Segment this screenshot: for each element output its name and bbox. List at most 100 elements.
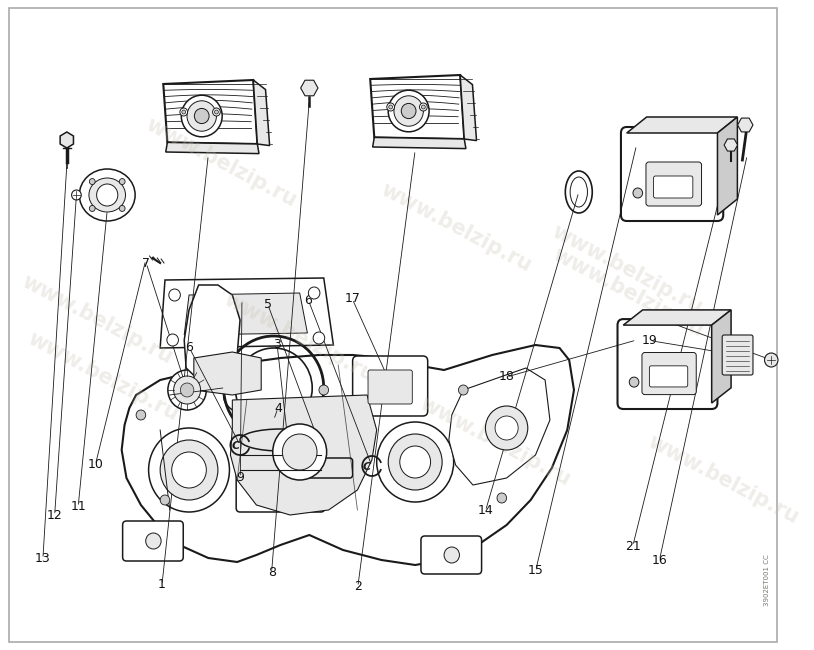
FancyBboxPatch shape [123, 521, 183, 561]
Circle shape [120, 179, 125, 185]
Polygon shape [230, 395, 377, 515]
Text: 18: 18 [499, 370, 514, 383]
Circle shape [282, 434, 317, 470]
FancyBboxPatch shape [650, 366, 688, 387]
Text: www.belzip.ru: www.belzip.ru [416, 394, 574, 490]
Ellipse shape [79, 169, 135, 221]
Circle shape [497, 493, 506, 503]
Circle shape [182, 110, 186, 114]
FancyBboxPatch shape [618, 319, 717, 409]
Circle shape [495, 416, 519, 440]
Ellipse shape [240, 429, 321, 451]
Circle shape [168, 289, 181, 301]
Text: 2: 2 [354, 580, 361, 593]
Circle shape [629, 377, 639, 387]
Text: www.belzip.ru: www.belzip.ru [377, 179, 535, 276]
Circle shape [377, 422, 453, 502]
Text: 14: 14 [478, 504, 493, 517]
Polygon shape [627, 117, 737, 133]
Ellipse shape [401, 103, 416, 118]
Text: www.belzip.ru: www.belzip.ru [645, 432, 802, 528]
Text: 3902ET001 CC: 3902ET001 CC [764, 554, 770, 606]
Circle shape [313, 332, 325, 344]
FancyBboxPatch shape [621, 127, 724, 221]
Circle shape [419, 103, 427, 111]
Text: 10: 10 [87, 458, 103, 471]
Polygon shape [184, 285, 240, 385]
FancyBboxPatch shape [304, 458, 352, 478]
Text: 3: 3 [274, 338, 281, 351]
Circle shape [90, 205, 95, 211]
Text: 8: 8 [268, 566, 276, 578]
Circle shape [400, 446, 431, 478]
Text: 11: 11 [70, 500, 86, 514]
Circle shape [136, 410, 146, 420]
Polygon shape [60, 132, 73, 148]
Polygon shape [449, 368, 550, 485]
Polygon shape [711, 310, 731, 403]
Text: 19: 19 [642, 334, 658, 347]
Polygon shape [184, 293, 308, 335]
Polygon shape [253, 80, 269, 146]
Ellipse shape [570, 177, 588, 207]
Text: 5: 5 [264, 298, 272, 311]
FancyBboxPatch shape [722, 335, 753, 375]
Circle shape [633, 188, 642, 198]
Polygon shape [624, 310, 731, 325]
Text: 17: 17 [344, 292, 361, 306]
Circle shape [181, 383, 194, 397]
Text: www.belzip.ru: www.belzip.ru [548, 222, 706, 318]
Text: www.belzip.ru: www.belzip.ru [19, 272, 177, 369]
Circle shape [146, 533, 161, 549]
Polygon shape [724, 139, 737, 151]
Polygon shape [460, 75, 476, 140]
Polygon shape [300, 80, 318, 96]
Circle shape [387, 103, 395, 111]
Text: C: C [231, 441, 239, 451]
Polygon shape [160, 278, 334, 348]
Text: 6: 6 [186, 341, 193, 354]
Polygon shape [373, 137, 466, 149]
Ellipse shape [89, 178, 125, 212]
Polygon shape [166, 142, 259, 153]
Text: C: C [363, 462, 371, 472]
Polygon shape [717, 117, 737, 215]
Circle shape [172, 452, 206, 488]
Text: www.belzip.ru: www.belzip.ru [142, 114, 300, 211]
Circle shape [120, 205, 125, 211]
Circle shape [309, 287, 320, 299]
Circle shape [97, 184, 118, 206]
Circle shape [458, 385, 468, 395]
FancyBboxPatch shape [352, 356, 427, 416]
Circle shape [764, 353, 778, 367]
Circle shape [388, 434, 442, 490]
Text: 21: 21 [625, 540, 641, 552]
FancyBboxPatch shape [236, 436, 325, 512]
Text: www.belzip.ru: www.belzip.ru [24, 329, 182, 425]
Text: 13: 13 [35, 552, 50, 566]
FancyBboxPatch shape [646, 162, 702, 206]
Ellipse shape [394, 96, 423, 126]
Circle shape [485, 406, 527, 450]
Circle shape [389, 105, 392, 109]
Text: 7: 7 [142, 257, 151, 270]
FancyBboxPatch shape [642, 352, 696, 395]
Circle shape [319, 385, 329, 395]
Polygon shape [737, 118, 753, 132]
Circle shape [168, 370, 206, 410]
Circle shape [72, 190, 81, 200]
Text: www.belzip.ru: www.belzip.ru [220, 290, 378, 386]
Ellipse shape [388, 90, 429, 132]
FancyBboxPatch shape [421, 536, 482, 574]
Text: 16: 16 [651, 554, 667, 567]
Circle shape [149, 428, 230, 512]
Ellipse shape [182, 95, 222, 136]
Text: 1: 1 [158, 578, 166, 592]
Polygon shape [121, 345, 574, 565]
Circle shape [160, 440, 218, 500]
Ellipse shape [195, 109, 209, 124]
Circle shape [215, 110, 218, 114]
Circle shape [167, 334, 178, 346]
Circle shape [273, 424, 326, 480]
Text: 4: 4 [274, 402, 282, 415]
